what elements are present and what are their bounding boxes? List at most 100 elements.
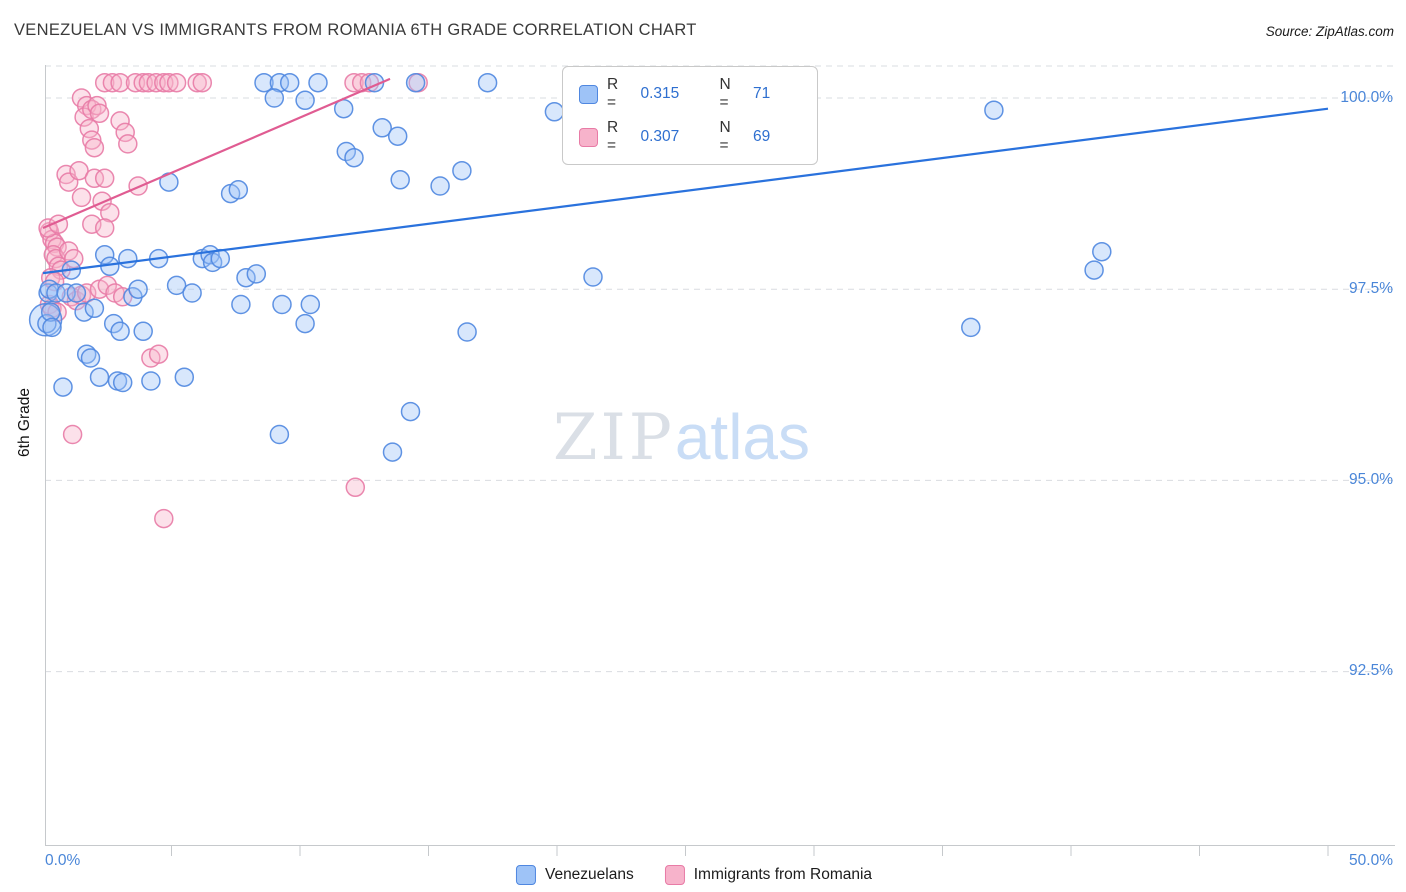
y-axis-title: 6th Grade bbox=[16, 388, 33, 457]
n-label: N = bbox=[719, 119, 731, 154]
venezuelans-swatch-icon bbox=[579, 84, 598, 104]
venezuelans-point bbox=[344, 147, 364, 168]
y-tick-92-5: 92.5% bbox=[1349, 662, 1393, 679]
r-label: R = bbox=[607, 119, 619, 154]
venezuelans-point bbox=[269, 424, 290, 445]
venezuelans-point bbox=[382, 442, 403, 462]
immigrants-from-romania-trend-line bbox=[42, 77, 391, 230]
immigrants-from-romania-point bbox=[344, 72, 364, 93]
immigrants-from-romania-point bbox=[94, 168, 115, 189]
immigrants-from-romania-point bbox=[138, 72, 159, 93]
venezuelans-point bbox=[264, 88, 285, 108]
immigrants-from-romania-point bbox=[87, 95, 107, 116]
venezuelans-point bbox=[40, 302, 61, 322]
n-label: N = bbox=[719, 76, 731, 111]
venezuelans-point bbox=[103, 313, 124, 334]
immigrants-from-romania-point bbox=[84, 137, 105, 158]
immigrants-from-romania-point bbox=[102, 72, 123, 93]
immigrants-from-romania-point bbox=[69, 160, 89, 181]
legend-label-venezuelans: Venezuelans bbox=[544, 866, 634, 883]
venezuelans-point bbox=[231, 294, 251, 315]
venezuelans-point bbox=[89, 367, 110, 387]
zipatlas-watermark: ZIPatlas bbox=[553, 405, 810, 470]
venezuelans-point bbox=[80, 348, 101, 368]
n-value: 71 bbox=[753, 85, 771, 102]
venezuelans-point bbox=[457, 322, 477, 342]
venezuelans-point bbox=[133, 321, 153, 342]
venezuelans-point bbox=[583, 267, 603, 287]
immigrants-from-romania-point bbox=[94, 72, 115, 93]
venezuelans-point bbox=[405, 72, 426, 93]
legend-item-romania: Immigrants from Romania bbox=[664, 865, 873, 885]
venezuelans-point bbox=[42, 317, 62, 338]
watermark-atlas: atlas bbox=[674, 401, 810, 473]
venezuelans-point bbox=[279, 72, 300, 93]
venezuelans-point bbox=[477, 72, 498, 93]
venezuelans-point bbox=[1084, 260, 1104, 280]
venezuelans-trend-line bbox=[42, 107, 1329, 275]
venezuelans-point bbox=[272, 294, 292, 315]
immigrants-from-romania-point bbox=[74, 107, 94, 127]
immigrants-from-romania-point bbox=[118, 134, 138, 154]
immigrants-from-romania-point bbox=[110, 111, 130, 131]
immigrants-from-romania-point bbox=[82, 130, 102, 150]
venezuelans-point bbox=[1092, 241, 1112, 262]
immigrants-from-romania-point bbox=[79, 118, 100, 139]
venezuelans-point bbox=[141, 371, 161, 391]
immigrants-from-romania-point bbox=[71, 187, 92, 208]
venezuelans-point bbox=[544, 102, 565, 122]
venezuelans-point bbox=[336, 141, 357, 162]
immigrants-from-romania-point bbox=[62, 424, 83, 445]
immigrants-from-romania-point bbox=[159, 72, 179, 93]
venezuelans-point bbox=[390, 170, 410, 190]
y-tick-95: 95.0% bbox=[1349, 471, 1393, 488]
venezuelans-point bbox=[269, 72, 290, 93]
immigrants-from-romania-point bbox=[112, 287, 133, 307]
immigrants-from-romania-point bbox=[345, 477, 366, 498]
correlation-stats-box: R = 0.315 N = 71 R = 0.307 N = 69 bbox=[562, 66, 818, 165]
n-value: 69 bbox=[753, 128, 771, 145]
venezuelans-point bbox=[94, 245, 115, 265]
immigrants-from-romania-point bbox=[148, 344, 169, 364]
chart-title: VENEZUELAN VS IMMIGRANTS FROM ROMANIA 6T… bbox=[14, 21, 697, 39]
venezuelans-point bbox=[400, 401, 421, 422]
venezuelans-point bbox=[430, 176, 450, 196]
y-tick-100: 100.0% bbox=[1340, 89, 1393, 106]
venezuelans-point bbox=[984, 100, 1004, 120]
venezuelans-point bbox=[56, 283, 76, 303]
r-value: 0.315 bbox=[640, 85, 680, 102]
venezuelans-point bbox=[254, 72, 274, 93]
venezuelans-point bbox=[174, 367, 195, 387]
venezuelans-point bbox=[228, 180, 249, 200]
immigrants-from-romania-point bbox=[84, 168, 105, 189]
immigrants-from-romania-point bbox=[166, 72, 187, 93]
venezuelans-point bbox=[295, 90, 315, 111]
series-legend: Venezuelans Immigrants from Romania bbox=[515, 865, 890, 885]
romania-swatch-icon bbox=[664, 865, 685, 885]
venezuelans-point bbox=[961, 317, 981, 338]
venezuelans-point bbox=[66, 283, 87, 303]
venezuelans-point bbox=[308, 72, 328, 93]
venezuelans-point bbox=[46, 283, 66, 303]
immigrants-from-romania-point bbox=[192, 72, 213, 93]
venezuelans-point bbox=[110, 321, 130, 342]
immigrants-from-romania-point bbox=[64, 248, 84, 269]
stats-row-venezuelans: R = 0.315 N = 71 bbox=[579, 76, 801, 112]
r-label: R = bbox=[607, 76, 619, 111]
romania-swatch-icon bbox=[579, 127, 598, 147]
venezuelans-point bbox=[112, 372, 133, 393]
venezuelans-point bbox=[236, 267, 256, 288]
venezuelans-point bbox=[74, 302, 94, 322]
venezuelans-point bbox=[300, 294, 321, 315]
venezuelans-point bbox=[182, 283, 202, 303]
source-link[interactable]: Source: ZipAtlas.com bbox=[1265, 24, 1394, 39]
venezuelans-swatch-icon bbox=[515, 865, 536, 885]
venezuelans-point bbox=[166, 275, 187, 296]
immigrants-from-romania-point bbox=[100, 202, 120, 223]
venezuelans-point bbox=[372, 118, 392, 138]
venezuelans-point bbox=[295, 313, 315, 334]
venezuelans-point bbox=[452, 160, 472, 181]
legend-item-venezuelans: Venezuelans bbox=[515, 865, 634, 885]
watermark-zip: ZIP bbox=[553, 401, 675, 475]
legend-label-romania: Immigrants from Romania bbox=[693, 866, 873, 883]
